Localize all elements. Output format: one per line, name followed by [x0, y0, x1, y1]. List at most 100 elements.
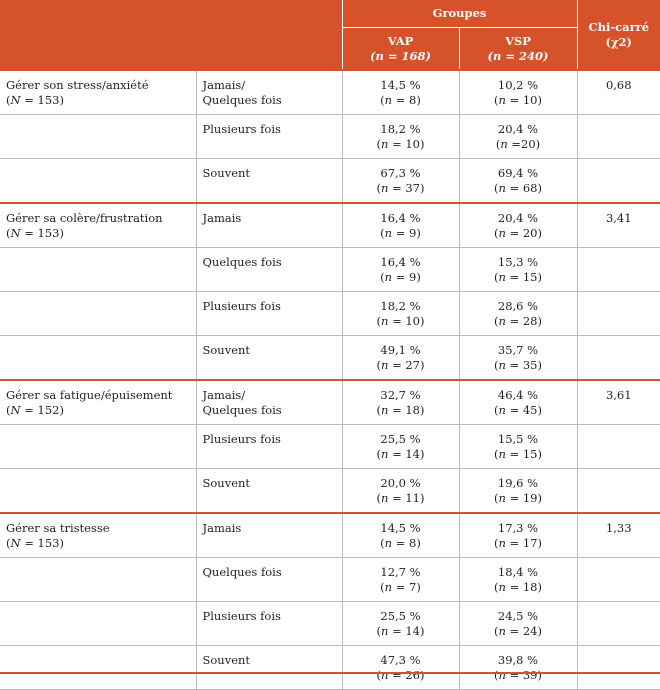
vap-cell-count: (n = 14)	[349, 624, 453, 639]
variable-label: Gérer sa colère/frustration	[6, 211, 190, 226]
vap-cell-percent: 25,5 %	[349, 432, 453, 447]
chi-square-value	[577, 646, 660, 690]
vap-cell-percent: 16,4 %	[349, 211, 453, 226]
table-row: Gérer sa colère/frustration(N = 153)Jama…	[0, 203, 660, 248]
variable-label: Gérer sa tristesse	[6, 521, 190, 536]
vsp-cell-count: (n = 35)	[466, 358, 571, 373]
vsp-cell-count: (n = 39)	[466, 668, 571, 683]
vap-cell: 25,5 %(n = 14)	[342, 602, 459, 646]
frequency-category: Souvent	[196, 646, 342, 690]
vsp-cell-percent: 10,2 %	[466, 78, 571, 93]
vsp-cell-count: (n = 68)	[466, 181, 571, 196]
chi-square-value: 0,68	[577, 70, 660, 115]
variable-cell	[0, 425, 196, 469]
vsp-cell-count: (n = 15)	[466, 270, 571, 285]
vsp-cell-count: (n = 20)	[466, 226, 571, 241]
vap-cell-percent: 12,7 %	[349, 565, 453, 580]
vap-cell: 18,2 %(n = 10)	[342, 292, 459, 336]
header-chi-label: Chi-carré	[578, 20, 660, 35]
variable-cell	[0, 336, 196, 381]
variable-sample-size: (N = 152)	[6, 403, 190, 418]
vap-cell: 32,7 %(n = 18)	[342, 380, 459, 425]
vsp-cell-percent: 15,5 %	[466, 432, 571, 447]
vap-cell-percent: 18,2 %	[349, 299, 453, 314]
vap-cell-percent: 49,1 %	[349, 343, 453, 358]
vap-cell-percent: 67,3 %	[349, 166, 453, 181]
chi-square-value	[577, 292, 660, 336]
chi-square-value	[577, 425, 660, 469]
vap-cell: 12,7 %(n = 7)	[342, 558, 459, 602]
vap-cell: 16,4 %(n = 9)	[342, 203, 459, 248]
vap-cell: 25,5 %(n = 14)	[342, 425, 459, 469]
vsp-cell-count: (n = 17)	[466, 536, 571, 551]
vsp-cell-percent: 20,4 %	[466, 122, 571, 137]
frequency-category: Souvent	[196, 469, 342, 514]
header-vap: VAP (n = 168)	[342, 28, 459, 71]
vap-cell-count: (n = 9)	[349, 226, 453, 241]
vsp-cell: 17,3 %(n = 17)	[459, 513, 577, 558]
vsp-cell: 20,4 %(n = 20)	[459, 203, 577, 248]
vsp-cell: 39,8 %(n = 39)	[459, 646, 577, 690]
vsp-cell-percent: 35,7 %	[466, 343, 571, 358]
vsp-cell-percent: 17,3 %	[466, 521, 571, 536]
vap-cell: 49,1 %(n = 27)	[342, 336, 459, 381]
frequency-category: Plusieurs fois	[196, 602, 342, 646]
vap-cell-percent: 32,7 %	[349, 388, 453, 403]
header-groups: Groupes	[342, 0, 577, 28]
variable-cell	[0, 248, 196, 292]
variable-sample-size: (N = 153)	[6, 93, 190, 108]
variable-cell: Gérer son stress/anxiété(N = 153)	[0, 70, 196, 115]
vsp-cell-percent: 18,4 %	[466, 565, 571, 580]
chi-square-value: 1,33	[577, 513, 660, 558]
vap-cell-percent: 20,0 %	[349, 476, 453, 491]
chi-square-value	[577, 159, 660, 204]
vap-cell-percent: 18,2 %	[349, 122, 453, 137]
frequency-category: Souvent	[196, 336, 342, 381]
vap-cell-count: (n = 7)	[349, 580, 453, 595]
vsp-cell: 46,4 %(n = 45)	[459, 380, 577, 425]
vap-cell-percent: 14,5 %	[349, 78, 453, 93]
header-vsp-label: VSP	[460, 34, 577, 49]
vsp-cell-percent: 69,4 %	[466, 166, 571, 181]
vap-cell-count: (n = 26)	[349, 668, 453, 683]
variable-cell: Gérer sa colère/frustration(N = 153)	[0, 203, 196, 248]
vsp-cell-count: (n = 18)	[466, 580, 571, 595]
vap-cell: 20,0 %(n = 11)	[342, 469, 459, 514]
variable-cell	[0, 292, 196, 336]
vap-cell: 14,5 %(n = 8)	[342, 70, 459, 115]
frequency-category: Quelques fois	[196, 248, 342, 292]
vap-cell: 47,3 %(n = 26)	[342, 646, 459, 690]
vsp-cell-percent: 28,6 %	[466, 299, 571, 314]
table-row: Gérer sa fatigue/épuisement(N = 152) Jama…	[0, 380, 660, 425]
variable-sample-size: (N = 153)	[6, 226, 190, 241]
vap-cell-count: (n = 8)	[349, 536, 453, 551]
variable-label: Gérer sa fatigue/épuisement	[6, 388, 190, 403]
chi-square-value	[577, 558, 660, 602]
header-vsp: VSP (n = 240)	[459, 28, 577, 71]
frequency-category: Jamais/ Quelques fois	[196, 380, 342, 425]
vsp-cell: 15,5 %(n = 15)	[459, 425, 577, 469]
table-row: Gérer son stress/anxiété(N = 153)Jamais/…	[0, 70, 660, 115]
frequency-category: Jamais/ Quelques fois	[196, 70, 342, 115]
vap-cell-count: (n = 10)	[349, 137, 453, 152]
variable-cell	[0, 602, 196, 646]
vap-cell-count: (n = 10)	[349, 314, 453, 329]
vsp-cell: 10,2 %(n = 10)	[459, 70, 577, 115]
variable-cell	[0, 646, 196, 690]
vap-cell: 67,3 %(n = 37)	[342, 159, 459, 204]
vsp-cell-percent: 20,4 %	[466, 211, 571, 226]
vsp-cell: 35,7 %(n = 35)	[459, 336, 577, 381]
vsp-cell-percent: 19,6 %	[466, 476, 571, 491]
header-vsp-n: (n = 240)	[460, 49, 577, 64]
vap-cell-percent: 14,5 %	[349, 521, 453, 536]
vsp-cell: 19,6 %(n = 19)	[459, 469, 577, 514]
header-chi-sub: (χ2)	[578, 35, 660, 50]
frequency-category: Plusieurs fois	[196, 115, 342, 159]
